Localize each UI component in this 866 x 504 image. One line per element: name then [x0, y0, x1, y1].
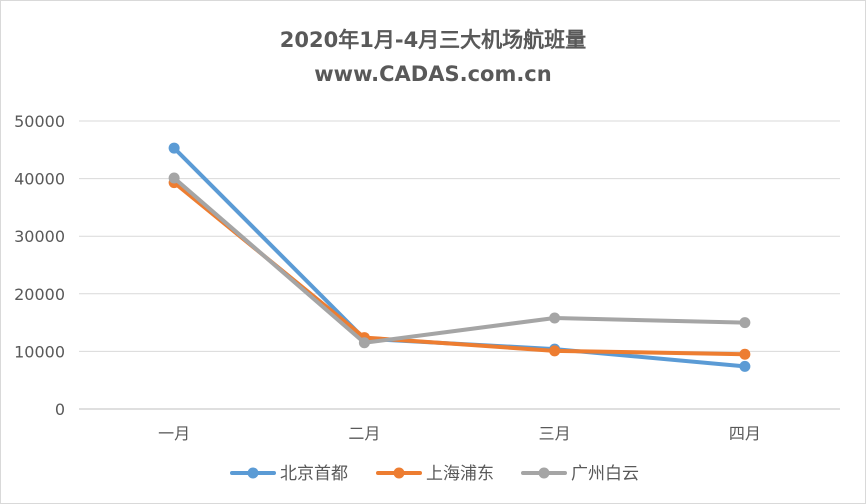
- legend-item: 广州白云: [521, 464, 639, 484]
- data-point: [358, 337, 370, 349]
- data-point: [739, 317, 751, 329]
- legend-swatch-marker: [247, 467, 259, 479]
- series-3: [168, 172, 751, 349]
- x-tick-label: 四月: [729, 424, 761, 443]
- x-tick-label: 三月: [539, 424, 571, 443]
- y-tick-label: 30000: [14, 227, 65, 246]
- data-point: [168, 142, 180, 154]
- legend-label: 北京首都: [280, 464, 348, 484]
- gridlines: [79, 120, 840, 410]
- series-1: [168, 142, 751, 372]
- y-tick-label: 20000: [14, 285, 65, 304]
- data-point: [739, 360, 751, 372]
- legend-swatch-marker: [393, 467, 405, 479]
- y-tick-label: 40000: [14, 170, 65, 189]
- chart-subtitle: www.CADAS.com.cn: [314, 62, 552, 86]
- y-tick-label: 10000: [14, 342, 65, 361]
- y-tick-label: 0: [55, 400, 65, 419]
- series-line: [172, 146, 747, 369]
- legend-swatch-marker: [538, 467, 550, 479]
- legend: 北京首都 上海浦东 广州白云: [230, 464, 639, 484]
- chart-title: 2020年1月-4月三大机场航班量: [279, 28, 587, 52]
- series-line: [172, 176, 747, 345]
- x-tick-label: 二月: [348, 424, 380, 443]
- y-axis-ticks: 0 10000 20000 30000 40000 50000: [14, 112, 65, 419]
- data-point: [168, 172, 180, 184]
- data-point: [739, 348, 751, 360]
- data-point: [549, 345, 561, 357]
- legend-label: 广州白云: [571, 464, 639, 484]
- series-lines: [168, 142, 751, 372]
- x-tick-label: 一月: [158, 424, 190, 443]
- legend-item: 北京首都: [230, 464, 348, 484]
- legend-label: 上海浦东: [426, 464, 494, 484]
- x-axis-ticks: 一月 二月 三月 四月: [158, 424, 761, 443]
- data-point: [549, 312, 561, 324]
- y-tick-label: 50000: [14, 112, 65, 131]
- legend-item: 上海浦东: [376, 464, 494, 484]
